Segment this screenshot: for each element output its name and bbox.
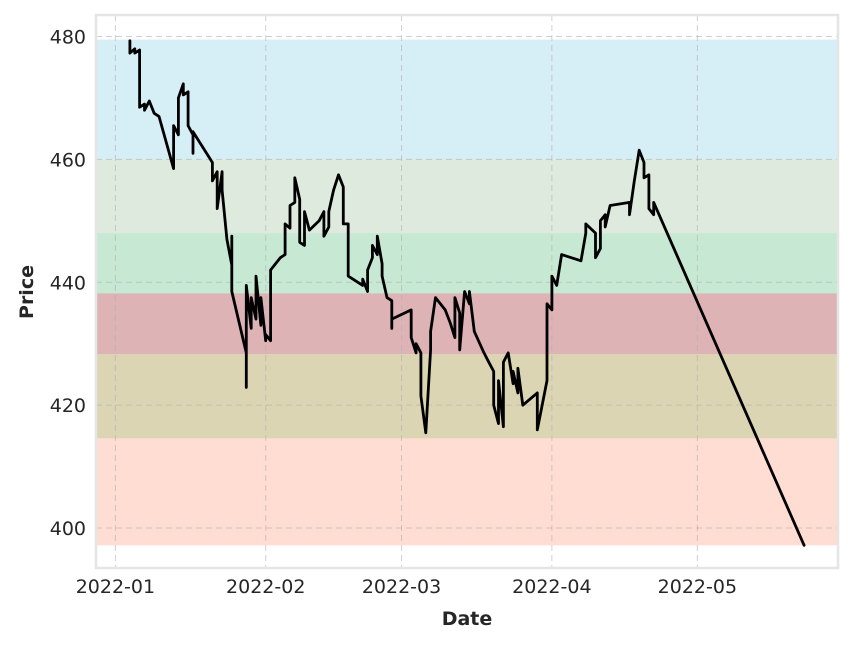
price-band-3 [97,233,837,294]
price-bands [97,39,837,546]
price-band-5 [97,354,837,439]
y-tick-label-4: 460 [50,149,86,171]
price-line-layer [128,39,806,547]
y-axis-ticks: 400 420 440 460 480 [50,27,86,541]
x-tick-label-5: 2022-05 [658,576,737,598]
y-axis-title: Price [16,265,38,319]
price-band-2 [97,159,837,234]
price-series-line-1 [128,39,806,547]
x-axis-title: Date [442,608,493,630]
x-axis-ticks: 2022-01 2022-02 2022-03 2022-04 2022-05 [76,576,737,598]
price-band-6 [97,438,837,546]
price-band-1 [97,39,837,160]
x-tick-label-2: 2022-02 [226,576,305,598]
y-tick-label-5: 480 [50,27,86,49]
y-tick-label-1: 400 [50,518,86,540]
grid [96,15,838,568]
x-tick-label-3: 2022-03 [362,576,441,598]
price-band-4 [97,293,837,355]
x-tick-label-1: 2022-01 [76,576,155,598]
y-tick-label-3: 440 [50,272,86,294]
plot-frame [94,13,840,570]
y-tick-label-2: 420 [50,395,86,417]
x-tick-label-4: 2022-04 [512,576,591,598]
